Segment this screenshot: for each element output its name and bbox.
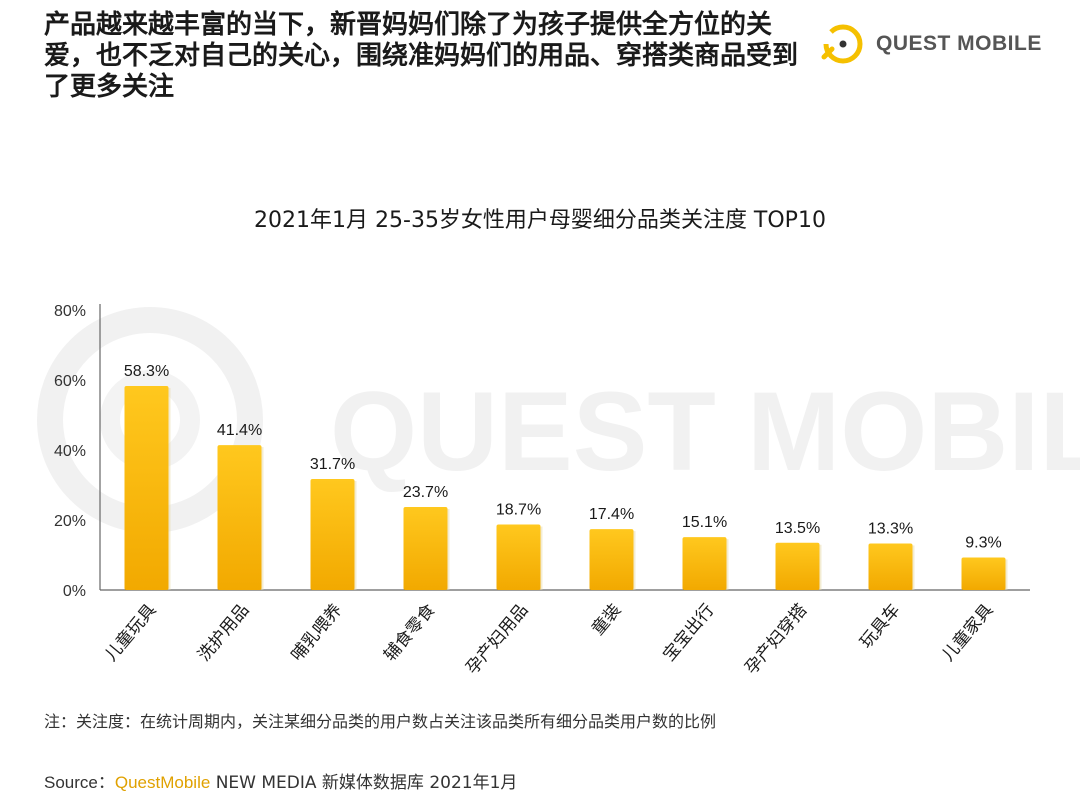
bar-value-label: 13.3% xyxy=(868,520,913,537)
y-tick-label: 0% xyxy=(63,583,86,600)
source-line: Source： QuestMobile NEW MEDIA 新媒体数据库 202… xyxy=(44,768,517,793)
x-tick-label: 儿童玩具 xyxy=(101,600,160,665)
bar xyxy=(868,543,913,590)
source-label: Source： xyxy=(44,773,115,792)
x-tick-label: 宝宝出行 xyxy=(659,600,718,665)
y-tick-label: 20% xyxy=(54,513,86,530)
x-tick-label: 孕产妇穿搭 xyxy=(741,600,811,678)
bar xyxy=(496,524,541,590)
bar-value-label: 18.7% xyxy=(496,502,541,519)
bar xyxy=(217,445,262,590)
bar xyxy=(961,557,1006,590)
watermark-text: QUEST MOBILE xyxy=(330,369,1080,494)
bar-value-label: 17.4% xyxy=(589,506,634,523)
source-brand: QuestMobile xyxy=(114,773,211,792)
bar-value-label: 23.7% xyxy=(403,484,448,501)
bar-value-label: 58.3% xyxy=(124,363,169,380)
x-tick-label: 童装 xyxy=(588,600,625,639)
y-tick-label: 60% xyxy=(54,373,86,390)
x-tick-label: 玩具车 xyxy=(856,600,904,652)
x-tick-label: 洗护用品 xyxy=(194,600,253,665)
x-tick-label: 儿童家具 xyxy=(938,600,997,665)
footnote: 注：关注度：在统计周期内，关注某细分品类的用户数占关注该品类所有细分品类用户数的… xyxy=(44,712,717,731)
bar-value-label: 31.7% xyxy=(310,456,355,473)
bar xyxy=(310,479,355,590)
bar xyxy=(124,385,169,590)
x-tick-label: 辅食零食 xyxy=(380,600,439,665)
y-tick-label: 40% xyxy=(54,443,86,460)
x-tick-label: 孕产妇用品 xyxy=(462,600,532,678)
bar xyxy=(775,542,820,590)
bar-chart: QUEST MOBILE 0% 20% 40% 60% 80% 58.3% 儿童玩具 41.… xyxy=(37,303,1080,678)
chart-title: 2021年1月 25-35岁女性用户母婴细分品类关注度 TOP10 xyxy=(254,208,826,233)
bar xyxy=(589,529,634,590)
bar xyxy=(682,537,727,590)
headline: 产品越来越丰富的当下，新晋妈妈们除了为孩子提供全方位的关爱，也不乏对自己的关心，… xyxy=(44,10,799,102)
brand-name: QUEST MOBILE xyxy=(876,32,1042,55)
bar-value-label: 41.4% xyxy=(217,422,262,439)
watermark: QUEST MOBILE xyxy=(37,307,1080,533)
bar-value-label: 13.5% xyxy=(775,520,820,537)
bar-value-label: 15.1% xyxy=(682,514,727,531)
x-tick-label: 哺乳喂养 xyxy=(287,600,346,665)
source-text: NEW MEDIA 新媒体数据库 2021年1月 xyxy=(210,773,518,793)
bar-value-label: 9.3% xyxy=(965,534,1001,551)
bar xyxy=(403,507,448,590)
brand: QUEST MOBILE xyxy=(818,14,1042,74)
questmobile-logo-icon xyxy=(821,24,863,64)
y-tick-label: 80% xyxy=(54,303,86,320)
